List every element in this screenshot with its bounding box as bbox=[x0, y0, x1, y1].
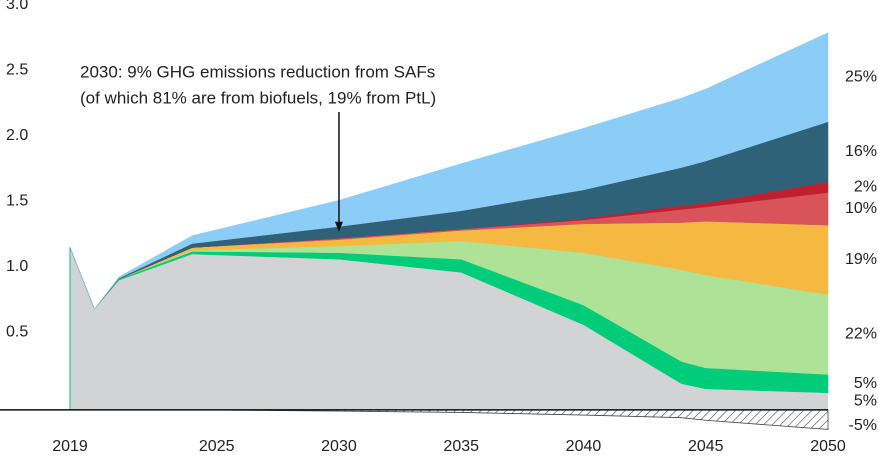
y-tick-label: 2.0 bbox=[6, 127, 28, 144]
x-tick-label: 2025 bbox=[199, 438, 235, 455]
x-tick-label: 2050 bbox=[810, 438, 846, 455]
grid bbox=[75, 58, 545, 114]
x-tick-label: 2040 bbox=[566, 438, 602, 455]
x-tick-label: 2030 bbox=[321, 438, 357, 455]
negative-area bbox=[70, 409, 829, 430]
y-tick-label: 2.5 bbox=[6, 62, 28, 79]
series-label: 22% bbox=[845, 326, 877, 343]
areas bbox=[69, 32, 829, 430]
series-label: 19% bbox=[845, 251, 877, 268]
arrow-head bbox=[334, 221, 343, 232]
y-tick-label: 1.5 bbox=[6, 193, 28, 210]
area bbox=[70, 247, 828, 410]
x-tick-label: 2045 bbox=[688, 438, 724, 455]
area bbox=[69, 32, 829, 310]
annotation-bg bbox=[75, 58, 545, 114]
y-tick-label: 3.0 bbox=[6, 0, 28, 13]
x-tick-label: 2035 bbox=[443, 438, 479, 455]
series-label: 25% bbox=[845, 68, 877, 85]
y-tick-label: 1.0 bbox=[6, 258, 28, 275]
series-label: 16% bbox=[845, 143, 877, 160]
series-label: -5% bbox=[849, 417, 877, 434]
series-label: 2% bbox=[854, 178, 877, 195]
annotation-text: 2030: 9% GHG emissions reduction from SA… bbox=[80, 62, 435, 81]
series-label: 5% bbox=[854, 375, 877, 392]
x-tick-label: 2019 bbox=[52, 438, 88, 455]
series-label: 5% bbox=[854, 393, 877, 410]
annotation-text: (of which 81% are from biofuels, 19% fro… bbox=[80, 88, 436, 107]
series-label: 10% bbox=[845, 200, 877, 217]
y-tick-label: 0.5 bbox=[6, 324, 28, 341]
